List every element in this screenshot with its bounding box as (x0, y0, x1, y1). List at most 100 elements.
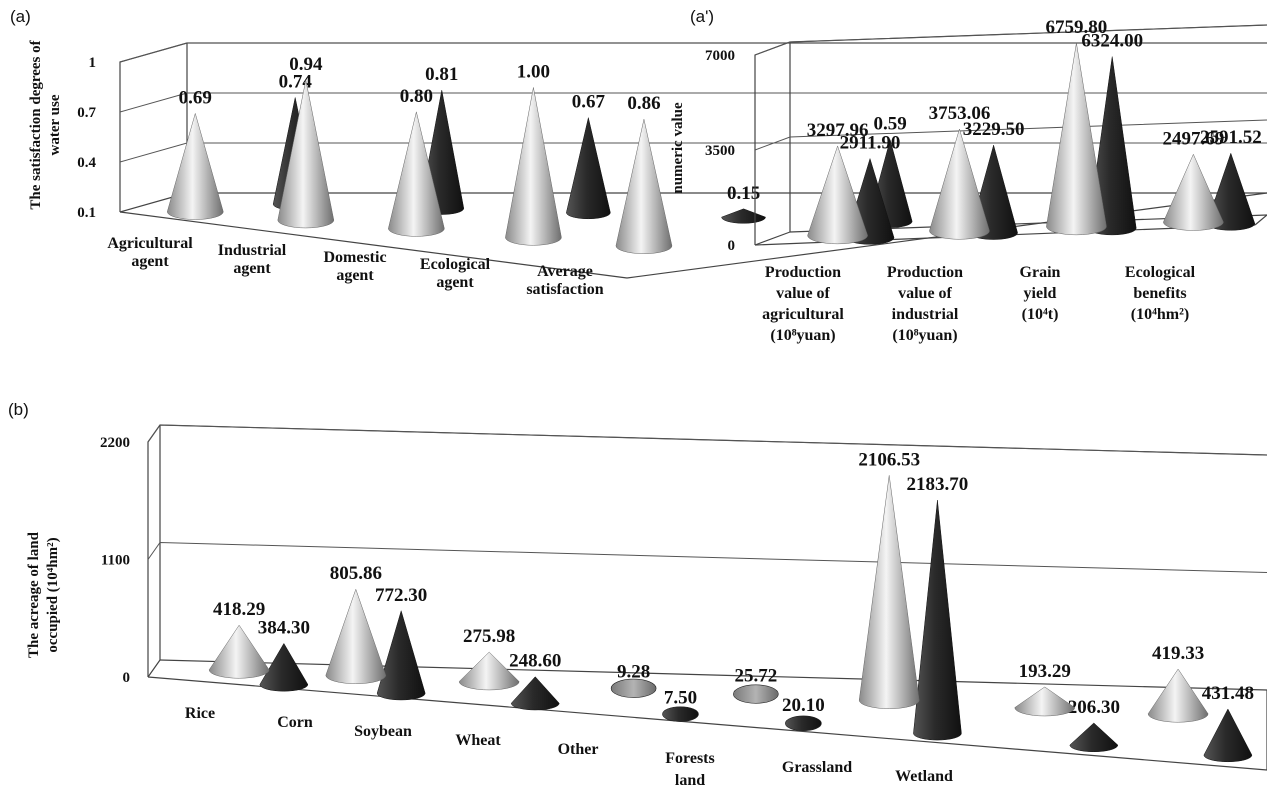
category-label: Ecological benefits (10⁴hm²) (1125, 264, 1196, 323)
light-cone (458, 651, 520, 691)
data-label: 0.80 (400, 86, 433, 107)
category-label-line: Forests (665, 750, 714, 767)
light-cone (1163, 153, 1224, 231)
data-label: 2183.70 (907, 474, 969, 495)
data-label: 431.48 (1202, 683, 1254, 704)
category-label-line: Corn (277, 714, 313, 731)
gridline (119, 42, 1267, 63)
floor-left-edge (147, 659, 161, 678)
category-label-line: value of (898, 285, 952, 302)
light-cone (388, 111, 445, 237)
y-tick-label: 0 (123, 670, 131, 686)
light-cone (1014, 686, 1076, 717)
y-tick-label: 0.4 (77, 155, 96, 171)
dark-cone (510, 676, 560, 711)
category-label-line: Soybean (354, 723, 412, 740)
data-label: 3297.96 (807, 120, 869, 141)
category-label: Average satisfaction (526, 263, 603, 298)
gridline (754, 24, 1267, 56)
y-axis-label: numeric value (670, 102, 686, 194)
category-label: Rice (185, 705, 215, 722)
category-label-line: value of (776, 285, 830, 302)
data-label: 2911.90 (840, 133, 901, 154)
panel-a-chart: 0.1 0.4 0.7 1 The satisfaction degrees of wat… (28, 39, 1267, 298)
dark-cone (376, 609, 426, 701)
floor-front-edge (119, 211, 628, 279)
category-label-line: Agricultural (107, 235, 193, 252)
category-label-line: satisfaction (526, 281, 603, 298)
category-label-line: (10⁴t) (1022, 306, 1059, 323)
light-cone (807, 145, 868, 245)
dark-cone (1069, 722, 1119, 752)
dark-cone (259, 642, 309, 692)
dark-cone (566, 117, 611, 220)
data-label: 6759.80 (1046, 17, 1108, 38)
data-label: 419.33 (1152, 643, 1204, 664)
category-label-line: benefits (1133, 285, 1186, 302)
light-cone (505, 87, 562, 246)
light-cone (929, 128, 990, 240)
category-label-line: Domestic (323, 249, 386, 266)
data-label: 0.94 (289, 54, 323, 75)
y-tick-label: 0.1 (77, 205, 96, 221)
data-label: 0.69 (179, 87, 212, 108)
category-label-line: Production (765, 264, 841, 281)
dark-cone (913, 500, 962, 741)
data-label: 2591.52 (1200, 127, 1262, 148)
gridline (147, 424, 1267, 456)
category-label: Ecological agent (420, 256, 491, 291)
panel-a-prime-chart: 0 3500 7000 numeric value 2911.90 3229.50 6324… (670, 17, 1267, 344)
light-cone (1147, 668, 1209, 723)
category-label-line: Rice (185, 705, 215, 722)
y-tick-label: 2200 (100, 435, 130, 451)
data-label: 275.98 (463, 626, 515, 647)
category-label: Agricultural agent (107, 235, 193, 270)
panel-b-chart: 0 1100 2200 The acreage of land occupied (10… (26, 424, 1267, 789)
category-label-line: industrial (892, 306, 959, 323)
data-label: 206.30 (1068, 697, 1120, 718)
data-label: 3229.50 (963, 119, 1025, 140)
category-label: Corn (277, 714, 313, 731)
data-label: 2497.69 (1162, 128, 1224, 149)
dark-cone (785, 715, 822, 732)
data-label: 7.50 (664, 687, 697, 708)
category-label-line: Ecological (420, 256, 491, 273)
panel-letter-a: (a) (10, 7, 31, 26)
data-label: 418.29 (213, 599, 265, 620)
y-axis-label-line: occupied (10⁴hm²) (45, 537, 61, 652)
y-axis-label-line: The satisfaction degrees of (28, 39, 44, 209)
light-cone (208, 624, 270, 679)
data-label: 25.72 (734, 665, 777, 686)
data-label: 772.30 (375, 585, 427, 606)
dark-cone (662, 706, 699, 722)
data-label: 0.15 (727, 183, 760, 204)
category-label-line: agent (336, 267, 374, 284)
data-label: 248.60 (509, 651, 561, 672)
category-label-line: land (675, 772, 705, 789)
data-label: 805.86 (330, 563, 382, 584)
y-axis-label-line: numeric value (670, 102, 686, 194)
category-label: Forests land (665, 750, 714, 789)
category-label: Domestic agent (323, 249, 386, 284)
category-label: Grassland (782, 759, 852, 776)
category-label: Grain yield (10⁴t) (1020, 264, 1061, 323)
y-tick-label: 7000 (705, 48, 735, 64)
light-cone (733, 684, 779, 704)
frame-top (147, 424, 1267, 677)
panel-letter-b: (b) (8, 400, 29, 419)
category-label-line: yield (1024, 285, 1057, 302)
category-label-line: Other (558, 741, 599, 758)
category-label-line: Ecological (1125, 264, 1196, 281)
light-cone (615, 119, 673, 254)
data-label: 0.81 (425, 64, 458, 85)
dark-cone (721, 208, 766, 224)
y-axis-label: The satisfaction degrees of water use (28, 39, 63, 209)
data-label: 193.29 (1019, 661, 1071, 682)
data-label: 1.00 (517, 61, 550, 82)
data-label: 0.86 (627, 93, 660, 114)
data-label: 9.28 (617, 661, 650, 682)
floor-front-edge (147, 676, 1267, 771)
category-label: Production value of agricultural (10⁸yuan) (762, 264, 844, 344)
data-label: 2106.53 (858, 449, 920, 470)
